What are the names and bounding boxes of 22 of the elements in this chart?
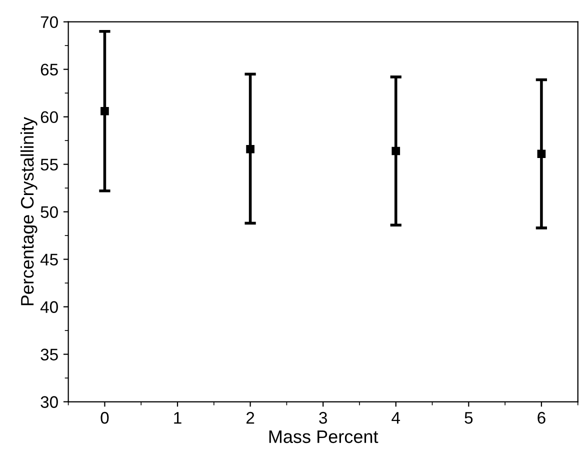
x-tick-label: 6 xyxy=(538,412,546,424)
y-axis-title: Percentage Crystallinity xyxy=(20,117,38,306)
y-tick-label: 55 xyxy=(40,158,58,171)
y-tick-label: 50 xyxy=(40,206,58,218)
point xyxy=(246,144,254,154)
x-tick-label: 5 xyxy=(464,412,473,424)
x-tick-label: 1 xyxy=(174,412,182,424)
x-axis-title: Mass Percent xyxy=(269,430,378,444)
y-tick-label: 35 xyxy=(40,348,58,360)
point xyxy=(537,150,546,158)
x-tick-label: 4 xyxy=(392,412,400,424)
y-tick-label: 70 xyxy=(40,16,58,28)
y-tick-label: 65 xyxy=(40,64,58,76)
x-tick-label: 2 xyxy=(246,412,254,424)
x-tick-label: 0 xyxy=(100,412,109,424)
y-tick-label: 60 xyxy=(40,111,58,124)
y-tick-label: 45 xyxy=(40,254,58,266)
y-tick-label: 40 xyxy=(40,301,58,313)
point xyxy=(392,146,400,156)
point xyxy=(100,106,109,116)
x-tick-label: 3 xyxy=(319,412,327,424)
y-tick-label: 30 xyxy=(40,396,58,408)
